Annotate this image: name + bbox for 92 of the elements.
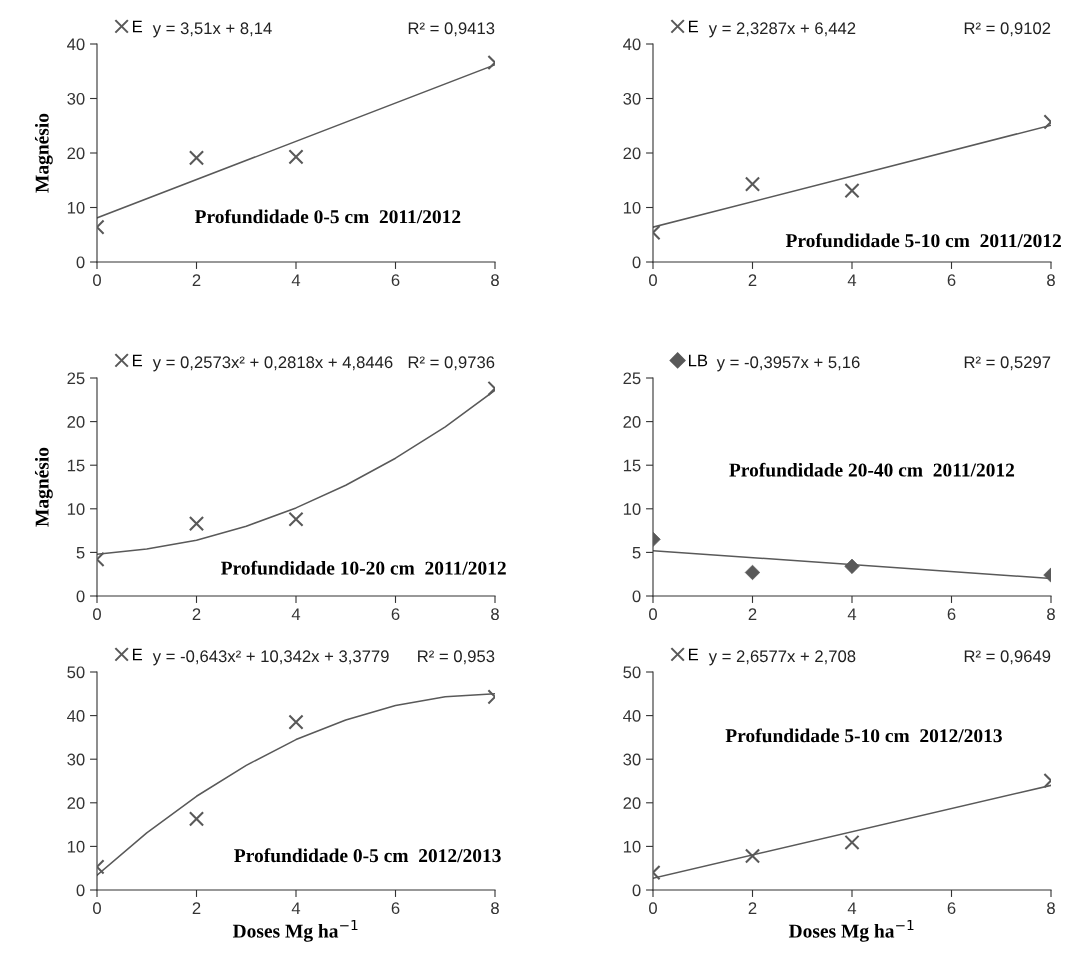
x-axis-title: Doses Mg ha$^{−1}$ [232,920,358,942]
text: y = 2,6577x + 2,708 [708,650,856,666]
y-tick-label: 30 [67,92,85,105]
legend-label: E [688,20,699,33]
x-tick-label: 6 [391,902,400,915]
x-tick-label: 2 [192,274,201,286]
y-tick-label: 15 [67,459,85,472]
y-tick-label: 20 [623,797,641,809]
legend-label: E [688,648,699,661]
y-tick-label: 30 [623,92,641,105]
y-tick-label: 40 [67,710,85,722]
annotation: Profundidade 5-10 cm 2011/2012 [785,233,1061,248]
annotation: Profundidade 20-40 cm 2011/2012 [729,462,1015,477]
legend-label: LB [688,354,708,367]
text: y = 3,51x + 8,14 [152,22,272,38]
x-tick-label: 0 [649,274,657,287]
y-tick-label: 0 [632,590,641,603]
x-tick-label: 6 [391,608,400,621]
y-tick-label: 30 [623,753,641,766]
text: y = 2,3287x + 6,442 [708,22,856,38]
y-tick-label: 40 [623,38,641,51]
text: R² = 0,9649 [964,650,1051,665]
annotation: Profundidade 0-5 cm 2012/2013 [234,848,501,863]
y-tick-label: 10 [623,503,641,515]
x-tick-label: 8 [1047,274,1055,287]
text: R² = 0,9736 [408,356,495,371]
x-tick-label: 4 [291,608,301,620]
x-tick-label: 8 [1047,902,1055,915]
y-tick-label: 5 [76,546,85,559]
annotation: Profundidade 5-10 cm 2012/2013 [725,728,1002,743]
x-tick-label: 8 [491,274,499,287]
y-tick-label: 0 [76,256,85,269]
x-tick-label: 8 [1047,608,1055,621]
y-tick-label: 20 [623,147,641,160]
text: y = 0,2573x² + 0,2818x + 4,8446 [152,356,393,372]
x-tick-label: 6 [947,902,956,915]
x-tick-label: 8 [491,608,499,621]
x-tick-label: 0 [649,902,657,915]
x-tick-label: 2 [192,608,201,620]
x-tick-label: 0 [649,608,657,621]
y-tick-label: 10 [67,201,85,214]
y-tick-label: 15 [623,459,641,472]
y-tick-label: 0 [76,884,85,897]
y-tick-label: 30 [67,753,85,766]
y-tick-label: 0 [76,590,85,603]
text: R² = 0,953 [418,650,495,665]
y-tick-label: 10 [623,840,641,853]
y-tick-label: 50 [67,666,85,679]
y-tick-label: 40 [67,38,85,51]
legend-label: E [132,354,143,367]
y-tick-label: 10 [67,503,85,515]
x-tick-label: 2 [748,608,757,620]
x-tick-label: 4 [291,274,301,286]
y-tick-label: 20 [67,797,85,809]
text: R² = 0,5297 [964,356,1051,371]
text: y = -0,3957x + 5,16 [716,356,860,372]
y-tick-label: 0 [632,884,641,897]
annotation: Profundidade 10-20 cm 2011/2012 [221,560,506,575]
x-tick-label: 4 [291,902,301,914]
x-axis-title: Doses Mg ha$^{−1}$ [788,920,914,942]
y-tick-label: 25 [623,372,641,385]
x-tick-label: 6 [947,274,956,287]
y-tick-label: 20 [67,416,85,428]
y-tick-label: 25 [67,372,85,385]
x-tick-label: 4 [847,902,857,914]
y-axis-title: Magnésio [34,447,53,527]
x-tick-label: 6 [391,274,400,287]
x-tick-label: 0 [93,608,101,621]
x-tick-label: 4 [847,274,857,286]
y-tick-label: 50 [623,666,641,679]
x-tick-label: 2 [192,902,201,914]
legend-label: E [132,20,143,33]
y-axis-title: Magnésio [34,113,53,193]
x-tick-label: 6 [947,608,956,621]
x-tick-label: 0 [93,274,101,287]
y-tick-label: 40 [623,710,641,722]
annotation: Profundidade 0-5 cm 2011/2012 [194,209,461,224]
y-tick-label: 10 [67,840,85,853]
x-tick-label: 2 [748,902,757,914]
y-tick-label: 5 [632,546,641,559]
text: R² = 0,9413 [408,22,495,37]
text: R² = 0,9102 [964,22,1051,37]
x-tick-label: 2 [748,274,757,286]
x-tick-label: 8 [491,902,499,915]
x-tick-label: 0 [93,902,101,915]
y-tick-label: 10 [623,201,641,214]
x-tick-label: 4 [847,608,857,620]
legend-label: E [132,648,143,661]
y-tick-label: 0 [632,256,641,269]
y-tick-label: 20 [67,147,85,160]
text: y = -0,643x² + 10,342x + 3,3779 [152,650,389,666]
y-tick-label: 20 [623,416,641,428]
